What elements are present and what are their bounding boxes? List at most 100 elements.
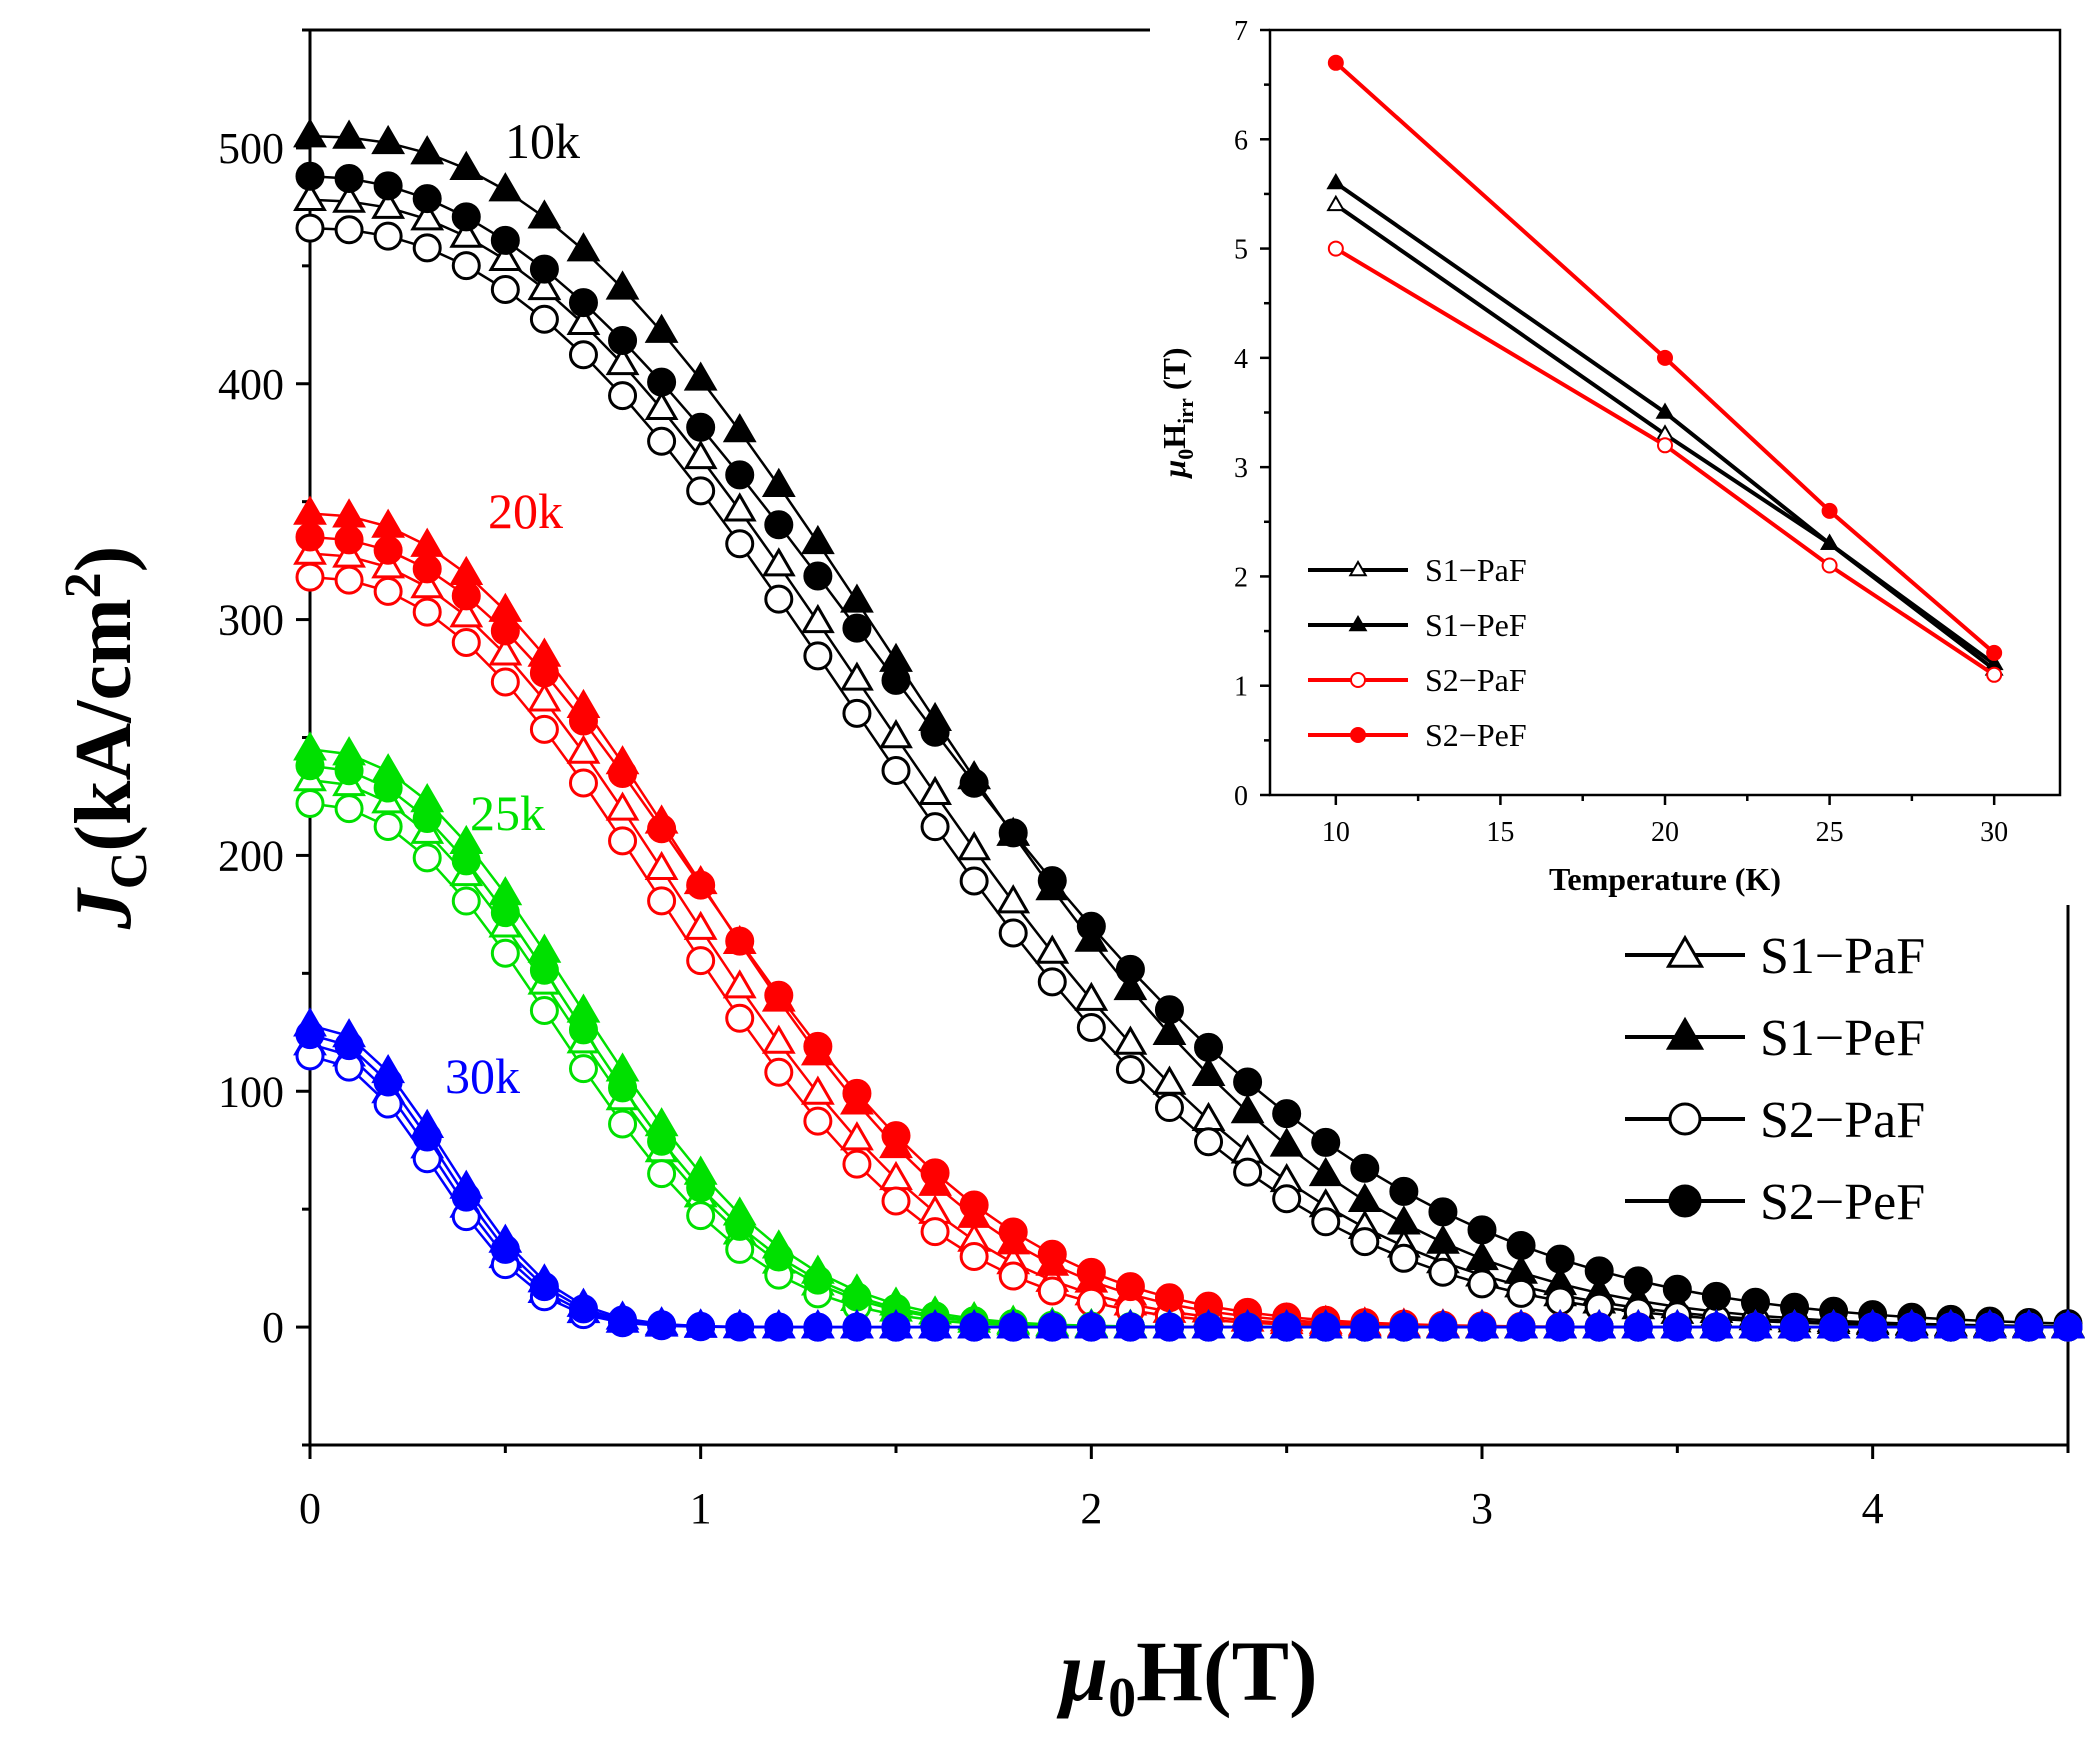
y-tick-label: 0 [262, 1303, 284, 1352]
inset-y-tick-label: 1 [1234, 672, 1248, 703]
data-point [1506, 1278, 1536, 1308]
inset-legend-marker [1350, 727, 1366, 743]
inset-background [1150, 15, 2075, 905]
data-point [371, 124, 406, 155]
data-point [1780, 1312, 1810, 1342]
data-point [451, 251, 481, 281]
y-tick-label: 300 [218, 596, 284, 645]
data-point [1230, 1094, 1265, 1124]
data-point [451, 886, 481, 916]
legend-marker [1665, 1016, 1705, 1050]
data-point [373, 773, 403, 803]
data-point [725, 1003, 755, 1033]
data-point [1389, 1243, 1419, 1273]
y-label-end: ) [60, 546, 148, 573]
data-point [566, 734, 601, 764]
data-point [1076, 1312, 1106, 1342]
data-point [1152, 1015, 1187, 1045]
data-point [1272, 1312, 1302, 1342]
inset-data-point [1657, 437, 1673, 454]
data-point [490, 616, 520, 646]
data-point [608, 381, 638, 411]
temperature-label: 20k [488, 483, 563, 539]
inset-y-tick-label: 5 [1234, 235, 1248, 266]
data-point [295, 161, 325, 191]
data-point [1545, 1312, 1575, 1342]
data-point [529, 995, 559, 1025]
data-point [373, 1067, 403, 1097]
data-point [998, 918, 1028, 948]
legend-label: S1−PeF [1760, 1010, 1925, 1067]
data-point [1115, 1054, 1145, 1084]
data-point [451, 627, 481, 657]
data-point [527, 199, 562, 229]
legend-label: S1−PaF [1760, 928, 1925, 985]
data-point [1584, 1256, 1614, 1286]
series-line [309, 198, 2069, 1328]
data-point [527, 682, 562, 712]
data-point [1311, 1207, 1341, 1237]
data-point [529, 955, 559, 985]
data-point [1858, 1312, 1888, 1342]
data-point [373, 171, 403, 201]
data-point [1428, 1197, 1458, 1227]
data-point [605, 791, 640, 821]
data-point [1076, 911, 1106, 941]
curve-group-30k [293, 1007, 2085, 1342]
data-point [608, 758, 638, 788]
data-point [1389, 1176, 1419, 1206]
legend-entry: S2−PaF [1625, 1092, 1925, 1149]
data-point [761, 467, 796, 497]
data-point [1035, 934, 1070, 964]
data-point [490, 938, 520, 968]
data-point [334, 1031, 364, 1061]
inset-series-group [1326, 172, 2004, 671]
data-point [332, 498, 366, 528]
temperature-label: 25k [470, 785, 545, 841]
inset-x-tick-label: 10 [1322, 817, 1350, 848]
data-point [959, 768, 989, 798]
inset-x-tick-label: 25 [1816, 817, 1844, 848]
inset-y-label-end: (T) [1156, 348, 1192, 399]
data-point [295, 213, 325, 243]
data-point [295, 751, 325, 781]
data-point [803, 1312, 833, 1342]
data-point [803, 1106, 833, 1136]
data-point [1350, 1312, 1380, 1342]
series-line [309, 1033, 2068, 1329]
data-point [725, 1312, 755, 1342]
data-point [490, 225, 520, 255]
data-point [686, 1201, 716, 1231]
data-point [840, 583, 874, 613]
data-point [1076, 1257, 1106, 1287]
data-point [568, 1294, 598, 1324]
data-point [686, 476, 716, 506]
data-point [683, 361, 718, 391]
data-point [1194, 1312, 1224, 1342]
data-point [449, 150, 484, 180]
y-tick-label: 500 [218, 124, 284, 173]
inset-data-point [1820, 533, 1840, 550]
inset-y-label-sub2: irr [1173, 398, 1198, 424]
y-tick-label: 100 [218, 1067, 284, 1116]
data-point [761, 547, 796, 577]
data-point [842, 698, 872, 728]
inset-y-tick-label: 0 [1234, 781, 1248, 812]
inset-legend: S1−PaF S1−PeF S2−PaF S2−PeF [1308, 552, 1527, 753]
data-point [1467, 1269, 1497, 1299]
inset-x-tick-label: 30 [1980, 817, 2008, 848]
data-point [488, 172, 523, 202]
data-point [529, 1272, 559, 1302]
inset-legend-label: S1−PeF [1425, 607, 1527, 643]
data-point [566, 232, 601, 262]
data-point [647, 426, 677, 456]
data-point [881, 1186, 911, 1216]
data-point [803, 1265, 833, 1295]
data-point [1467, 1312, 1497, 1342]
data-point [647, 814, 677, 844]
x-label-rest: H(T) [1136, 1623, 1318, 1719]
data-point [490, 274, 520, 304]
data-point [881, 756, 911, 786]
inset-legend-entry: S1−PaF [1308, 552, 1527, 588]
